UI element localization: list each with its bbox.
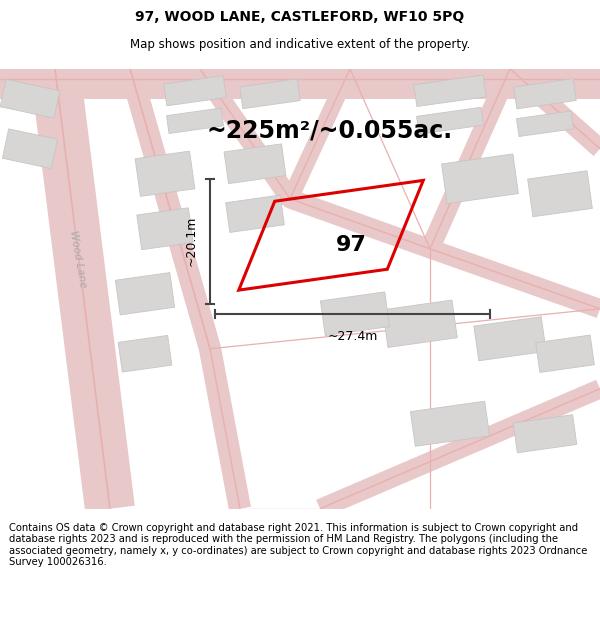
- Polygon shape: [513, 415, 577, 452]
- Polygon shape: [167, 108, 223, 134]
- Text: ~27.4m: ~27.4m: [328, 330, 377, 342]
- Text: 97, WOOD LANE, CASTLEFORD, WF10 5PQ: 97, WOOD LANE, CASTLEFORD, WF10 5PQ: [136, 10, 464, 24]
- Polygon shape: [115, 272, 175, 315]
- Polygon shape: [442, 154, 518, 204]
- Polygon shape: [536, 335, 595, 372]
- Polygon shape: [514, 79, 576, 109]
- Polygon shape: [118, 336, 172, 372]
- Polygon shape: [517, 111, 574, 136]
- Polygon shape: [224, 144, 286, 184]
- Text: Wood Lane: Wood Lane: [68, 229, 88, 288]
- Text: ~225m²/~0.055ac.: ~225m²/~0.055ac.: [207, 119, 453, 142]
- Text: Map shows position and indicative extent of the property.: Map shows position and indicative extent…: [130, 38, 470, 51]
- Polygon shape: [164, 76, 226, 106]
- Text: Contains OS data © Crown copyright and database right 2021. This information is : Contains OS data © Crown copyright and d…: [9, 522, 587, 568]
- Polygon shape: [474, 317, 546, 361]
- Polygon shape: [135, 151, 195, 196]
- Polygon shape: [137, 208, 193, 250]
- Polygon shape: [2, 129, 58, 169]
- Polygon shape: [410, 401, 490, 446]
- Polygon shape: [416, 107, 484, 134]
- Polygon shape: [240, 79, 300, 109]
- Text: 97: 97: [335, 235, 367, 255]
- Polygon shape: [527, 171, 592, 217]
- Polygon shape: [383, 300, 457, 348]
- Polygon shape: [0, 79, 60, 118]
- Polygon shape: [320, 292, 389, 336]
- Polygon shape: [414, 75, 486, 106]
- Polygon shape: [226, 195, 284, 232]
- Text: ~20.1m: ~20.1m: [185, 216, 198, 266]
